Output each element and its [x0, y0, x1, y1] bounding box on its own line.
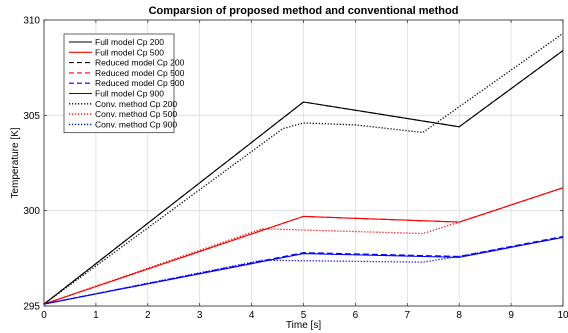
x-tick-label: 8 [456, 310, 462, 321]
series-line-full-model-cp-900 [43, 236, 564, 305]
series-line-conv-method-cp-200 [43, 32, 564, 305]
x-tick-label: 0 [41, 310, 47, 321]
x-tick-label: 7 [405, 310, 411, 321]
axes [43, 19, 564, 307]
series-layer [43, 32, 564, 305]
y-axis-label: Temperature [K] [10, 127, 21, 198]
x-tick-label: 1 [93, 310, 99, 321]
legend-entry-label: Conv. method Cp 500 [95, 109, 177, 119]
legend-entry-label: Conv. method Cp 200 [95, 99, 177, 109]
legend-box [63, 33, 175, 134]
series-line-reduced-model-cp-200 [43, 50, 564, 305]
x-tick-label: 2 [145, 310, 151, 321]
chart-title: Comparsion of proposed method and conven… [149, 5, 459, 17]
axes-box [43, 19, 564, 307]
x-axis-label: Time [s] [286, 320, 321, 331]
y-tick-label: 300 [23, 206, 40, 217]
x-tick-label: 5 [301, 310, 307, 321]
legend-entry-label: Conv. method Cp 900 [95, 119, 177, 129]
y-tick-label: 310 [23, 16, 40, 27]
x-tick-label: 4 [249, 310, 255, 321]
tick-labels: 0 1 2 3 4 5 6 7 8 9 10 295 300 305 310 [23, 16, 568, 322]
legend-entry-label: Reduced model Cp 200 [95, 58, 185, 68]
legend-entry-label: Reduced model Cp 900 [95, 78, 185, 88]
legend-entry-label: Full model Cp 200 [95, 37, 164, 47]
series-line-reduced-model-cp-900 [43, 235, 564, 305]
x-tick-label: 10 [557, 310, 568, 321]
x-tick-label: 6 [353, 310, 359, 321]
legend-entry-label: Reduced model Cp 500 [95, 68, 185, 78]
x-tick-label: 3 [197, 310, 203, 321]
x-tick-label: 9 [508, 310, 514, 321]
legend-entry-label: Full model Cp 500 [95, 47, 164, 57]
series-line-reduced-model-cp-500 [43, 187, 564, 305]
legend-entry-label: Full model Cp 900 [95, 89, 164, 99]
y-tick-label: 295 [23, 302, 40, 313]
y-tick-label: 305 [23, 111, 40, 122]
